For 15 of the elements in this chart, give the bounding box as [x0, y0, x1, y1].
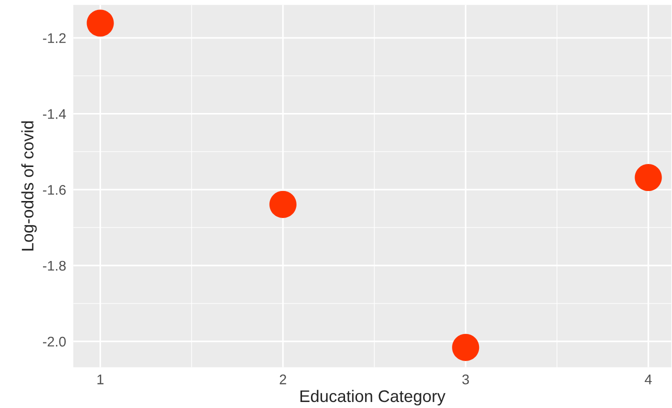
y-tick-label: -1.8 — [42, 260, 66, 271]
point — [452, 334, 480, 362]
y-tick-label: -2.0 — [42, 336, 66, 347]
x-tick-label: 4 — [644, 374, 652, 384]
point — [269, 190, 296, 218]
y-tick-label: -1.6 — [42, 184, 66, 195]
y-tick-label: -1.4 — [42, 109, 66, 119]
x-tick-label: 3 — [462, 374, 469, 384]
point — [86, 10, 114, 37]
x-tick-label: 1 — [97, 374, 104, 384]
x-axis-title: Education Category — [300, 390, 446, 406]
point — [634, 164, 662, 192]
x-tick-label: 2 — [280, 374, 286, 384]
y-axis-title: Log-odds of covid — [21, 121, 37, 250]
y-tick-label: -1.2 — [42, 33, 66, 43]
